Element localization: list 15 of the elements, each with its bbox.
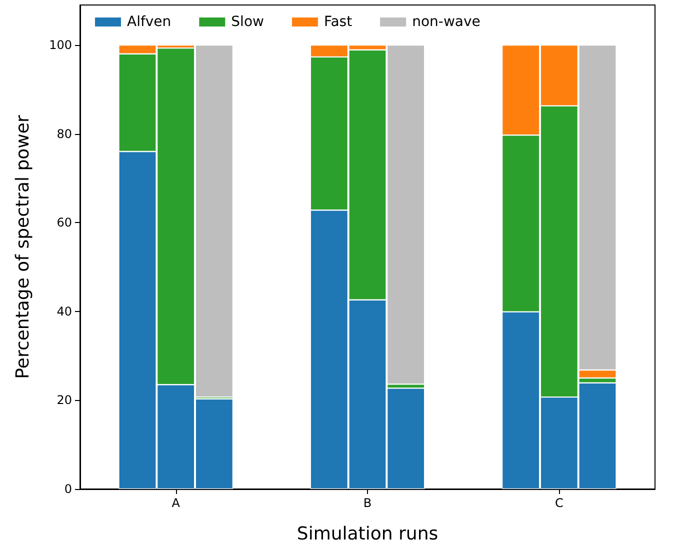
y-tick-label: 100 [49, 38, 72, 52]
legend-label: Alfven [127, 14, 172, 30]
y-axis-title: Percentage of spectral power [12, 114, 34, 379]
y-tick-label: 80 [56, 126, 72, 141]
y-tick-label: 40 [56, 304, 72, 318]
y-tick-label: 0 [64, 482, 72, 496]
x-tick-label: C [554, 496, 564, 510]
legend-label: Fast [324, 14, 353, 30]
y-tick-label: 20 [56, 393, 72, 408]
x-tick-label: B [363, 496, 372, 510]
legend-label: non-wave [412, 14, 480, 30]
y-tick-label: 60 [56, 216, 72, 230]
legend-label: Slow [231, 14, 264, 30]
x-axis-title: Simulation runs [296, 524, 438, 544]
x-tick-label: A [172, 496, 181, 510]
